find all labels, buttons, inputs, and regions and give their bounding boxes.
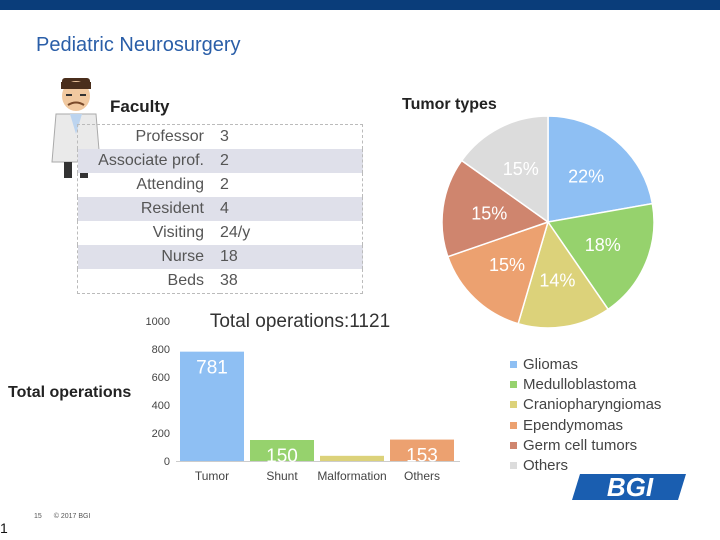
pie-legend: Gliomas Medulloblastoma Craniopharyngiomas… bbox=[510, 354, 661, 476]
x-category-label: Shunt bbox=[266, 469, 298, 483]
slide-number: 1 bbox=[0, 520, 8, 536]
legend-swatch bbox=[510, 401, 517, 409]
bar bbox=[250, 440, 314, 461]
legend-swatch bbox=[510, 360, 517, 368]
y-tick-label: 200 bbox=[152, 428, 170, 440]
faculty-heading: Faculty bbox=[110, 97, 170, 116]
pie-slice bbox=[460, 115, 549, 224]
footer-copyright: © 2017 BGI bbox=[53, 513, 91, 520]
faculty-label: Attending bbox=[136, 176, 204, 193]
y-tick-label: 600 bbox=[152, 372, 170, 384]
legend-item: Germ cell tumors bbox=[510, 435, 661, 455]
pie-slice-label: 15% bbox=[489, 255, 525, 275]
pie-slice bbox=[547, 115, 654, 223]
legend-label: Ependymomas bbox=[523, 416, 624, 434]
faculty-value: 24/y bbox=[220, 224, 251, 241]
legend-swatch bbox=[510, 462, 517, 470]
operations-bar-chart: 0 200 400 600 800 1000 Total operations:1121 78… bbox=[140, 304, 460, 500]
tumor-pie-chart: 22% 18% 14% 15% 15% 15% bbox=[441, 115, 655, 329]
y-tick-label: 0 bbox=[164, 456, 170, 468]
bar bbox=[320, 455, 384, 461]
bar-value-label: 153 bbox=[406, 446, 438, 467]
pie-slice bbox=[446, 220, 550, 325]
pie-slice bbox=[546, 202, 655, 311]
legend-label: Others bbox=[523, 457, 569, 475]
table-row: Associate prof. 2 bbox=[77, 149, 363, 173]
table-row: Professor 3 bbox=[78, 125, 363, 150]
faculty-label: Associate prof. bbox=[77, 149, 220, 173]
faculty-label: Beds bbox=[167, 272, 204, 289]
pie-slice bbox=[441, 159, 550, 258]
legend-label: Craniopharyngiomas bbox=[523, 396, 662, 414]
legend-label: Medulloblastoma bbox=[523, 375, 637, 393]
tumor-types-heading: Tumor types bbox=[402, 96, 497, 113]
y-tick-label: 800 bbox=[152, 344, 170, 356]
faculty-value: 18 bbox=[220, 245, 363, 269]
y-tick-label: 1000 bbox=[146, 316, 170, 328]
bar-value-label: 37 bbox=[341, 462, 362, 483]
logo-text: BGI bbox=[607, 472, 654, 502]
total-operations-heading: Total operations bbox=[8, 384, 132, 401]
legend-label: Gliomas bbox=[523, 355, 579, 373]
faculty-value: 3 bbox=[220, 128, 229, 145]
faculty-label: Resident bbox=[77, 197, 220, 221]
legend-item: Craniopharyngiomas bbox=[510, 395, 661, 415]
x-category-label: Tumor bbox=[195, 469, 229, 483]
legend-item: Ependymomas bbox=[510, 415, 661, 435]
top-bar bbox=[0, 0, 720, 10]
x-category-label: Others bbox=[404, 469, 440, 483]
footer: 15 © 2017 BGI bbox=[34, 513, 100, 520]
pie-slice-label: 18% bbox=[585, 235, 621, 255]
legend-swatch bbox=[510, 380, 517, 388]
legend-item: Others bbox=[510, 455, 661, 475]
bgi-logo: BGI bbox=[572, 472, 686, 502]
table-row: Attending 2 bbox=[78, 173, 363, 197]
pie-slice-label: 15% bbox=[471, 204, 507, 224]
pie-slice-label: 15% bbox=[503, 159, 539, 179]
faculty-label: Nurse bbox=[77, 245, 220, 269]
y-tick-label: 400 bbox=[152, 400, 170, 412]
bar bbox=[180, 351, 244, 461]
legend-item: Gliomas bbox=[510, 354, 661, 374]
faculty-label: Visiting bbox=[152, 224, 204, 241]
faculty-value: 4 bbox=[220, 197, 363, 221]
faculty-table: Professor 3 Associate prof. 2 Attending 2 R… bbox=[77, 124, 363, 294]
faculty-value: 2 bbox=[220, 176, 229, 193]
legend-swatch bbox=[510, 441, 517, 449]
table-row: Visiting 24/y bbox=[78, 221, 363, 245]
footer-page-number: 15 bbox=[34, 513, 42, 520]
x-category-label: Malformation bbox=[317, 469, 386, 483]
table-row: Nurse 18 bbox=[77, 245, 363, 269]
bar-value-label: 781 bbox=[196, 358, 228, 379]
slide-title: Pediatric Neurosurgery bbox=[36, 34, 241, 56]
faculty-value: 38 bbox=[220, 272, 238, 289]
bar-chart-title: Total operations:1121 bbox=[210, 311, 390, 332]
legend-label: Germ cell tumors bbox=[523, 436, 638, 454]
pie-slice-label: 14% bbox=[539, 271, 575, 291]
faculty-value: 2 bbox=[220, 149, 363, 173]
table-row: Beds 38 bbox=[78, 269, 363, 294]
pie-slice-label: 22% bbox=[568, 167, 604, 187]
table-row: Resident 4 bbox=[77, 197, 363, 221]
legend-item: Medulloblastoma bbox=[510, 374, 661, 394]
legend-swatch bbox=[510, 421, 517, 429]
bar-value-label: 150 bbox=[266, 446, 298, 467]
faculty-label: Professor bbox=[135, 128, 204, 145]
bar bbox=[390, 439, 454, 461]
